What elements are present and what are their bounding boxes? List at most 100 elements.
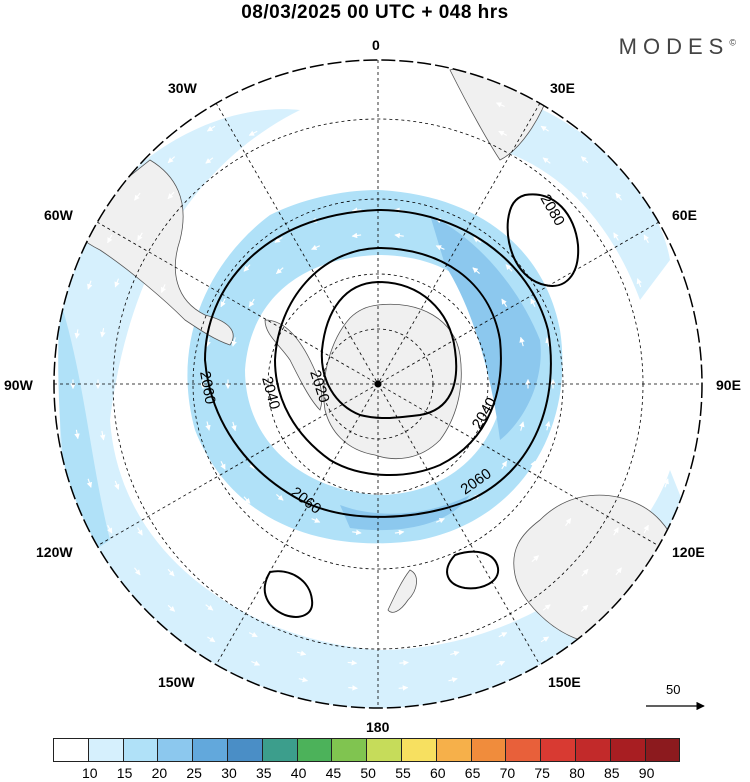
wind-arrow <box>650 430 656 441</box>
contour-low-east <box>446 550 500 590</box>
wind-arrow <box>274 525 283 532</box>
contour-2060 <box>203 208 552 518</box>
lon-label-60e: 60E <box>672 207 697 223</box>
antarctic-peninsula <box>264 319 323 411</box>
wind-arrow <box>448 677 458 683</box>
lon-label-60w: 60W <box>44 207 74 223</box>
wind-arrow <box>581 191 589 200</box>
wind-arrow <box>531 205 539 213</box>
wind-arrow <box>542 157 551 164</box>
colorbar-tick-label: 40 <box>290 765 307 781</box>
wind-arrow <box>473 525 482 532</box>
antarctica <box>323 303 462 460</box>
wind-arrow <box>580 604 589 612</box>
lon-label-90w: 90W <box>4 377 34 393</box>
wind-arrow <box>650 327 657 338</box>
wind-arrow <box>86 478 93 488</box>
wind-arrow <box>114 480 120 490</box>
wind-arrow <box>351 232 362 239</box>
colorbar-tick-label: 85 <box>604 765 620 781</box>
wind-arrow <box>435 245 445 251</box>
wind-arrow <box>220 461 226 470</box>
wind-arrow <box>114 278 120 288</box>
wind-arrow <box>250 101 260 108</box>
contour-2080 <box>506 193 580 287</box>
wind-arrow <box>216 205 225 213</box>
wind-arrow <box>145 428 151 438</box>
wind-arrow <box>397 147 408 154</box>
polar-map: 2020 2040 2040 2060 2060 2060 2080 0 30E… <box>4 37 741 735</box>
wind-arrow <box>352 554 362 561</box>
wind-arrow <box>449 112 460 118</box>
wind-arrow <box>205 604 214 611</box>
lon-label-0: 0 <box>372 37 380 53</box>
outer-jet-right <box>500 100 670 300</box>
lon-label-180: 180 <box>366 719 390 735</box>
reference-vector-label: 50 <box>666 682 681 697</box>
wind-arrow <box>87 280 93 290</box>
lon-label-150e: 150E <box>548 674 581 690</box>
wind-arrow <box>663 280 670 290</box>
brand-name: MODES <box>618 34 730 59</box>
contour-low-west <box>263 570 314 618</box>
wind-arrow <box>248 298 255 308</box>
wind-arrow <box>167 568 175 577</box>
wind-arrow <box>445 158 456 164</box>
wind-arrow <box>243 264 251 272</box>
wind-arrow <box>298 676 309 683</box>
colorbar-swatch <box>122 738 159 762</box>
colorbar-tick-label: 10 <box>82 765 98 781</box>
wind-arrow <box>348 685 358 691</box>
colorbar-tick-label: 80 <box>569 765 585 781</box>
wind-arrow <box>636 278 642 288</box>
wind-arrow <box>74 429 80 440</box>
wind-arrow <box>256 177 265 184</box>
new-zealand <box>387 569 417 613</box>
wind-arrow <box>473 236 482 243</box>
wind-arrow <box>311 517 321 523</box>
wind-arrow <box>137 527 143 536</box>
south-pole-marker <box>374 380 382 388</box>
colorbar-swatch <box>540 738 576 762</box>
wind-arrow <box>347 102 357 108</box>
wind-arrow <box>540 125 549 132</box>
wind-arrow <box>531 555 540 563</box>
colorbar-tick-label: 20 <box>151 765 168 781</box>
wind-arrow <box>298 85 308 91</box>
wind-arrow <box>663 478 669 488</box>
wind-arrow <box>276 493 284 501</box>
wind-arrow <box>231 337 237 347</box>
wind-arrow <box>676 328 682 339</box>
wind-arrow <box>311 544 321 551</box>
map-title: 08/03/2025 00 UTC + 048 hrs <box>241 2 509 23</box>
wind-arrow <box>184 241 191 250</box>
contour-2020 <box>320 280 458 419</box>
colorbar-swatch <box>400 738 437 762</box>
colorbar-swatch <box>505 738 542 762</box>
wind-arrow <box>530 460 536 470</box>
lon-label-120e: 120E <box>672 544 705 560</box>
colorbar-swatch <box>53 738 89 762</box>
contour-label-2060: 2060 <box>196 370 219 406</box>
wind-vectors <box>70 77 686 691</box>
wind-arrow <box>435 518 445 524</box>
wind-arrow <box>394 555 405 561</box>
wind-arrow <box>399 660 409 666</box>
wind-arrow <box>446 605 456 611</box>
wind-arrow <box>251 660 261 666</box>
wind-arrow <box>394 529 405 536</box>
wind-arrow <box>472 267 480 275</box>
wind-arrow <box>498 130 508 137</box>
wind-arrow <box>580 156 589 164</box>
wind-arrow <box>145 330 151 341</box>
lon-label-150w: 150W <box>158 674 195 690</box>
wind-arrow <box>636 480 642 490</box>
wind-arrow <box>100 327 106 338</box>
wind-arrow <box>217 555 225 563</box>
wind-arrow <box>205 421 211 431</box>
colorbar-tick-label: 25 <box>186 765 202 781</box>
lon-label-30e: 30E <box>550 80 575 96</box>
wind-arrow <box>498 632 508 638</box>
wind-arrow <box>545 337 551 347</box>
wind-arrow <box>615 192 622 201</box>
